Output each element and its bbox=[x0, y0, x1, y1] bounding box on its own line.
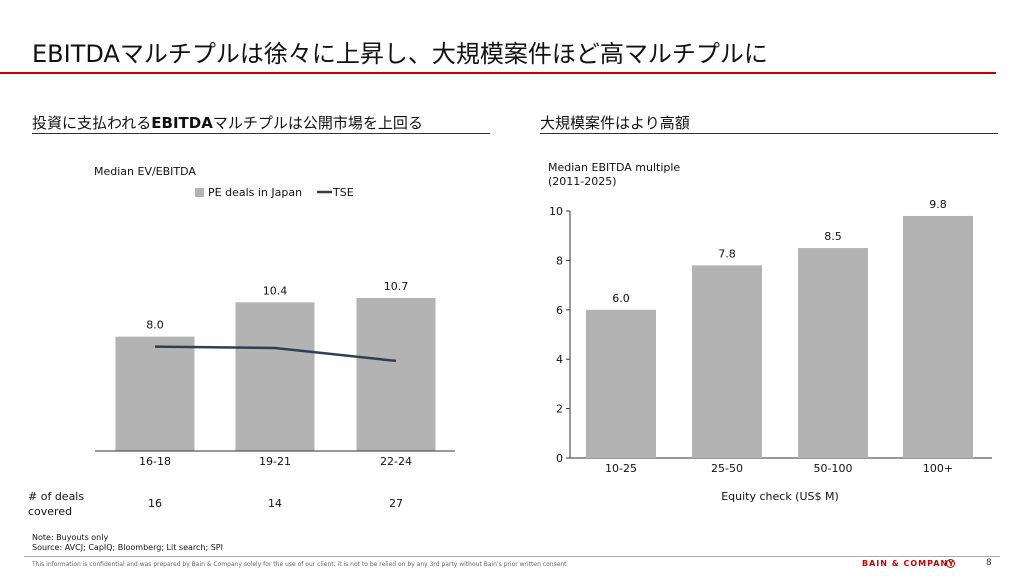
right-x-tick-25-50: 25-50 bbox=[711, 462, 743, 475]
right-y-tick-8: 8 bbox=[556, 254, 563, 267]
right-x-axis-label: Equity check (US$ M) bbox=[721, 490, 839, 503]
left-x-tick-22-24: 22-24 bbox=[380, 455, 412, 468]
brand-circle-icon bbox=[946, 559, 955, 568]
page-number: 8 bbox=[986, 558, 992, 568]
source-text: Source: AVCJ; CapIQ; Bloomberg; Lit sear… bbox=[32, 543, 223, 552]
right-section-title: 大規模案件はより高額 bbox=[540, 114, 690, 132]
deals-count-19-21: 14 bbox=[268, 497, 282, 510]
left-section-title: 投資に支払われるEBITDAマルチプルは公開市場を上回る bbox=[32, 112, 423, 133]
right-chart-title-line1: Median EBITDA multiple bbox=[548, 161, 680, 174]
right-bar-10-25 bbox=[586, 309, 656, 458]
right-y-tick-6: 6 bbox=[556, 304, 563, 317]
deals-row-label-line2: covered bbox=[28, 505, 72, 518]
left-section-title-prefix: 投資に支払われる bbox=[32, 114, 152, 132]
tse-line bbox=[154, 345, 397, 363]
note-text: Note: Buyouts only bbox=[32, 533, 109, 542]
page-title: EBITDAマルチプルは徐々に上昇し、大規模案件ほど高マルチプルに bbox=[32, 40, 768, 68]
left-chart-title: Median EV/EBITDA bbox=[94, 165, 196, 178]
right-bar-label-50-100: 8.5 bbox=[824, 230, 842, 243]
right-bar-50-100 bbox=[798, 248, 868, 458]
left-bar-label-22-24: 10.7 bbox=[384, 280, 409, 293]
legend-bar-label: PE deals in Japan bbox=[208, 186, 302, 199]
right-chart-title-line2: (2011-2025) bbox=[548, 175, 617, 188]
left-x-tick-16-18: 16-18 bbox=[139, 455, 171, 468]
left-chart: Median EV/EBITDA PE deals in Japan TSE 8.0 1… bbox=[28, 165, 455, 518]
left-bar-19-21 bbox=[235, 302, 315, 451]
right-y-tick-2: 2 bbox=[556, 403, 563, 416]
left-section-title-suffix: マルチプルは公開市場を上回る bbox=[212, 114, 423, 132]
deals-count-16-18: 16 bbox=[148, 497, 162, 510]
left-section-title-bold: EBITDA bbox=[151, 114, 213, 132]
right-bar-100+ bbox=[903, 215, 973, 458]
right-bar-label-100+: 9.8 bbox=[929, 198, 947, 211]
left-bar-label-16-18: 8.0 bbox=[146, 319, 164, 332]
legend-line-label: TSE bbox=[332, 186, 354, 199]
footer-divider bbox=[24, 556, 1000, 557]
right-y-tick-0: 0 bbox=[556, 452, 563, 465]
right-bar-label-25-50: 7.8 bbox=[718, 247, 736, 260]
deals-count-22-24: 27 bbox=[389, 497, 403, 510]
left-bar-label-19-21: 10.4 bbox=[263, 284, 288, 297]
right-y-tick-4: 4 bbox=[556, 353, 563, 366]
right-chart: Median EBITDA multiple(2011-2025) 0 2 4 6 8 10… bbox=[548, 161, 992, 503]
left-x-tick-19-21: 19-21 bbox=[259, 455, 291, 468]
title-divider bbox=[0, 72, 996, 74]
left-section-rule bbox=[32, 133, 490, 134]
footer-disclaimer: This information is confidential and was… bbox=[32, 561, 567, 568]
left-bar-22-24 bbox=[356, 298, 436, 451]
right-bar-label-10-25: 6.0 bbox=[612, 292, 630, 305]
right-bar-25-50 bbox=[692, 265, 762, 458]
left-bar-16-18 bbox=[115, 336, 195, 451]
right-y-tick-10: 10 bbox=[549, 205, 563, 218]
right-section-rule bbox=[540, 133, 998, 134]
deals-row-label-line1: # of deals bbox=[28, 490, 84, 503]
legend-bar-swatch bbox=[195, 188, 204, 197]
right-x-tick-10-25: 10-25 bbox=[605, 462, 637, 475]
brand-logo: BAIN & COMPANY bbox=[862, 559, 955, 568]
right-x-tick-100+: 100+ bbox=[923, 462, 953, 475]
right-x-tick-50-100: 50-100 bbox=[814, 462, 853, 475]
